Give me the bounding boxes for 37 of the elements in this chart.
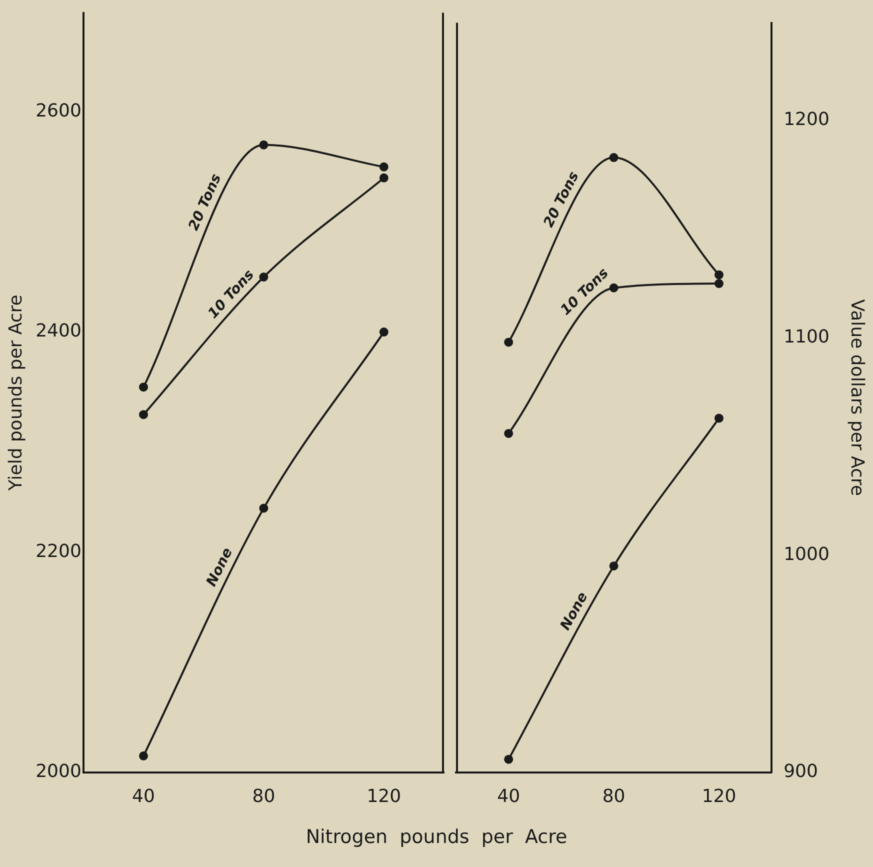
point (714, 270, 724, 280)
point (379, 162, 388, 172)
y2-tick-label: 1000 (784, 544, 830, 565)
x-tick-label: 40 (497, 786, 520, 807)
point (259, 140, 268, 150)
point (259, 272, 268, 282)
x-axis-title: Nitrogen pounds per Acre (304, 826, 568, 848)
x-tick-label: 120 (702, 786, 736, 807)
point (504, 754, 514, 764)
y-tick-label: 2600 (36, 100, 82, 122)
text: 20 Tons (540, 169, 582, 230)
y-axis-title: Yield pounds per Acre (5, 294, 26, 492)
point (504, 428, 514, 438)
point (504, 338, 514, 347)
point (609, 283, 618, 292)
point (714, 279, 724, 288)
point (714, 414, 724, 423)
x-tick-label: 80 (252, 786, 276, 807)
y2-tick-label: 1100 (784, 326, 830, 348)
text: 20 Tons (186, 172, 225, 233)
y2-tick-label: 1200 (784, 109, 830, 130)
point (139, 751, 148, 760)
y-tick-label: 2200 (36, 540, 82, 562)
point (379, 173, 388, 182)
point (139, 410, 148, 420)
y2-axis-title: Value dollars per Acre (846, 299, 868, 496)
y2-tick-label: 900 (784, 761, 818, 782)
x-tick-label: 120 (366, 786, 402, 807)
point (609, 561, 618, 570)
point (139, 382, 148, 392)
y-tick-label: 2400 (36, 320, 82, 342)
y-tick-label: 2000 (36, 761, 82, 782)
point (259, 504, 268, 513)
point (379, 328, 388, 337)
x-tick-label: 40 (132, 786, 155, 807)
point (609, 153, 618, 162)
x-tick-label: 80 (602, 786, 626, 807)
